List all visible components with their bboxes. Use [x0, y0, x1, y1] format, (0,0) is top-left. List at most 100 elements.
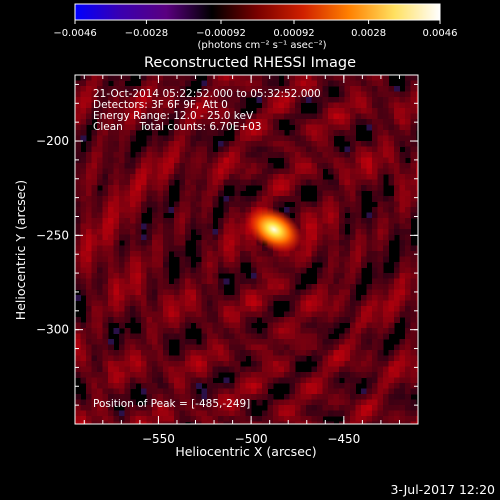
heatmap-cell — [383, 311, 389, 318]
heatmap-cell — [163, 350, 169, 356]
heatmap-cell — [311, 284, 318, 290]
heatmap-cell — [135, 234, 142, 241]
heatmap-cell — [377, 339, 384, 345]
heatmap-cell — [234, 201, 241, 208]
heatmap-cell — [300, 256, 307, 263]
heatmap-cell — [333, 377, 340, 384]
heatmap-cell — [267, 416, 274, 422]
heatmap-cell — [141, 245, 147, 252]
heatmap-cell — [86, 157, 92, 164]
heatmap-cell — [317, 124, 323, 131]
heatmap-cell — [377, 251, 384, 257]
heatmap-cell — [339, 91, 345, 98]
heatmap-cell — [372, 399, 378, 406]
heatmap-cell — [190, 201, 197, 208]
heatmap-cell — [289, 350, 296, 356]
heatmap-cell — [185, 212, 191, 219]
heatmap-cell — [207, 311, 213, 318]
heatmap-cell — [234, 284, 241, 290]
heatmap-cell — [251, 289, 257, 296]
heatmap-cell — [328, 190, 334, 197]
heatmap-cell — [317, 157, 323, 164]
heatmap-cell — [108, 130, 114, 136]
heatmap-cell — [262, 278, 268, 285]
heatmap-cell — [344, 405, 351, 411]
heatmap-cell — [295, 322, 301, 329]
heatmap-cell — [201, 179, 208, 186]
heatmap-cell — [416, 339, 418, 345]
heatmap-cell — [80, 344, 87, 351]
heatmap-cell — [168, 317, 175, 323]
heatmap-cell — [273, 201, 279, 208]
heatmap-cell — [361, 306, 367, 312]
heatmap-cell — [75, 152, 81, 158]
heatmap-cell — [163, 262, 169, 268]
heatmap-cell — [130, 267, 136, 274]
heatmap-cell — [174, 91, 180, 98]
heatmap-cell — [262, 245, 268, 252]
heatmap-cell — [157, 212, 164, 219]
heatmap-cell — [366, 163, 373, 169]
heatmap-cell — [262, 284, 268, 290]
heatmap-cell — [218, 163, 224, 169]
heatmap-cell — [163, 190, 169, 197]
heatmap-cell — [124, 394, 131, 400]
heatmap-cell — [333, 350, 340, 356]
heatmap-cell — [361, 223, 367, 230]
heatmap-cell — [377, 212, 384, 219]
heatmap-cell — [394, 399, 400, 406]
heatmap-cell — [416, 273, 418, 279]
heatmap-cell — [388, 421, 395, 424]
heatmap-cell — [152, 317, 158, 323]
heatmap-cell — [328, 80, 334, 87]
heatmap-cell — [240, 75, 246, 81]
heatmap-cell — [223, 383, 230, 389]
heatmap-cell — [295, 410, 301, 417]
heatmap-cell — [196, 130, 202, 136]
heatmap-cell — [256, 394, 263, 400]
heatmap-cell — [311, 240, 318, 246]
heatmap-cell — [168, 333, 175, 340]
heatmap-cell — [190, 273, 197, 279]
heatmap-cell — [157, 91, 164, 98]
heatmap-cell — [339, 240, 345, 246]
heatmap-cell — [311, 163, 318, 169]
heatmap-cell — [102, 113, 109, 120]
heatmap-cell — [201, 322, 208, 329]
heatmap-cell — [179, 108, 186, 114]
heatmap-cell — [185, 377, 191, 384]
heatmap-cell — [273, 421, 279, 424]
heatmap-cell — [256, 361, 263, 367]
heatmap-cell — [86, 113, 92, 120]
x-tick-label: −550 — [142, 432, 175, 446]
heatmap-cell — [394, 119, 400, 125]
heatmap-cell — [223, 366, 230, 373]
heatmap-cell — [377, 163, 384, 169]
heatmap-cell — [399, 251, 406, 257]
heatmap-cell — [416, 295, 418, 301]
heatmap-cell — [240, 284, 246, 290]
heatmap-cell — [91, 256, 98, 263]
heatmap-cell — [284, 410, 290, 417]
heatmap-cell — [179, 405, 186, 411]
heatmap-cell — [267, 383, 274, 389]
heatmap-cell — [278, 262, 285, 268]
heatmap-cell — [262, 113, 268, 120]
heatmap-cell — [234, 273, 241, 279]
x-axis-ticks: −550 −500 −450 — [83, 75, 419, 446]
heatmap-cell — [86, 405, 92, 411]
heatmap-cell — [361, 366, 367, 373]
heatmap-cell — [229, 366, 235, 373]
heatmap-cell — [218, 399, 224, 406]
y-tick-label: −200 — [36, 134, 69, 148]
heatmap-cell — [113, 410, 120, 417]
heatmap-cell — [355, 245, 362, 252]
heatmap-cell — [273, 344, 279, 351]
heatmap-cell — [405, 240, 411, 246]
heatmap-cell — [163, 339, 169, 345]
heatmap-cell — [317, 135, 323, 142]
heatmap-cell — [223, 223, 230, 230]
heatmap-cell — [240, 421, 246, 424]
heatmap-cell — [372, 350, 378, 356]
heatmap-cell — [141, 262, 147, 268]
